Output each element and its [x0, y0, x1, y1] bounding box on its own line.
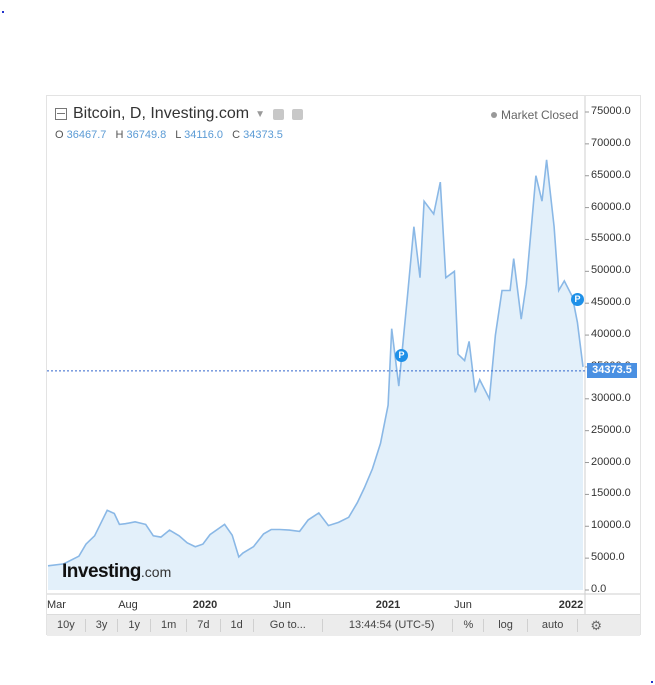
- current-price-tag: 34373.5: [587, 363, 637, 378]
- y-tick-label: 40000.0: [591, 328, 631, 341]
- range-10y-button[interactable]: 10y: [47, 619, 86, 632]
- low-value: 34116.0: [184, 129, 224, 141]
- marker-pin-icon[interactable]: P: [395, 349, 408, 362]
- y-tick-label: 0.0: [591, 583, 607, 595]
- range-1m-button[interactable]: 1m: [151, 619, 188, 632]
- y-tick-label: 10000.0: [591, 519, 631, 532]
- market-status-label: Market Closed: [501, 108, 579, 122]
- y-tick-label: 45000.0: [591, 296, 631, 309]
- range-3y-button[interactable]: 3y: [86, 619, 119, 632]
- ohlc-readout: O 36467.7 H 36749.8 L 34116.0 C 34373.5: [55, 129, 289, 141]
- range-1d-button[interactable]: 1d: [221, 619, 254, 632]
- y-tick-label: 30000.0: [591, 391, 631, 404]
- logo-main: Investing: [62, 561, 141, 582]
- x-tick-label: 2022: [558, 599, 584, 611]
- y-tick-label: 55000.0: [591, 232, 631, 245]
- edge-dot: [2, 11, 4, 13]
- y-tick-label: 65000.0: [591, 168, 631, 181]
- high-label: H: [115, 129, 124, 141]
- y-tick-label: 25000.0: [591, 423, 631, 436]
- investing-logo: Investing.com: [62, 561, 171, 583]
- close-value: 34373.5: [243, 129, 283, 141]
- clock-readout: 13:44:54 (UTC-5): [323, 619, 454, 632]
- x-tick-label: 2020: [192, 599, 218, 611]
- market-status: Market Closed: [491, 108, 578, 122]
- close-label: C: [232, 129, 241, 141]
- edge-dot: [651, 681, 653, 683]
- chart-header: Bitcoin, D, Investing.com ▼: [55, 105, 303, 123]
- x-tick-label: Jun: [273, 599, 291, 611]
- logo-suffix: .com: [140, 564, 172, 580]
- status-dot-icon: [491, 112, 497, 118]
- x-tick-label: Aug: [118, 599, 138, 611]
- percent-scale-button[interactable]: %: [453, 619, 485, 632]
- chart-title: Bitcoin, D, Investing.com: [73, 105, 250, 122]
- x-tick-label: 2021: [375, 599, 401, 611]
- y-tick-label: 70000.0: [591, 136, 631, 149]
- auto-scale-button[interactable]: auto: [528, 619, 579, 632]
- high-value: 36749.8: [126, 129, 167, 141]
- range-7d-button[interactable]: 7d: [187, 619, 221, 632]
- y-tick-label: 20000.0: [591, 455, 631, 468]
- marker-pin-icon[interactable]: P: [571, 293, 584, 306]
- range-toolbar: 10y 3y 1y 1m 7d 1d Go to... 13:44:54 (UT…: [47, 614, 640, 636]
- visibility-icon[interactable]: [272, 108, 284, 120]
- y-tick-label: 50000.0: [591, 264, 631, 277]
- gear-icon[interactable]: ⚙: [590, 617, 602, 633]
- price-area-fill: [48, 159, 583, 591]
- y-tick-label: 75000.0: [591, 105, 631, 117]
- x-tick-label: Jun: [454, 599, 472, 611]
- open-label: O: [55, 129, 64, 141]
- y-tick-label: 15000.0: [591, 487, 631, 500]
- x-tick-label: Mar: [47, 599, 66, 611]
- goto-button[interactable]: Go to...: [254, 619, 323, 632]
- collapse-icon[interactable]: [55, 108, 67, 120]
- range-1y-button[interactable]: 1y: [118, 619, 151, 632]
- settings-icon[interactable]: [291, 108, 303, 120]
- open-value: 36467.7: [66, 129, 107, 141]
- price-line: [47, 159, 584, 567]
- y-tick-label: 5000.0: [591, 551, 625, 564]
- chevron-down-icon[interactable]: ▼: [255, 108, 265, 120]
- low-label: L: [175, 129, 182, 141]
- y-tick-label: 60000.0: [591, 200, 631, 213]
- log-scale-button[interactable]: log: [484, 619, 528, 632]
